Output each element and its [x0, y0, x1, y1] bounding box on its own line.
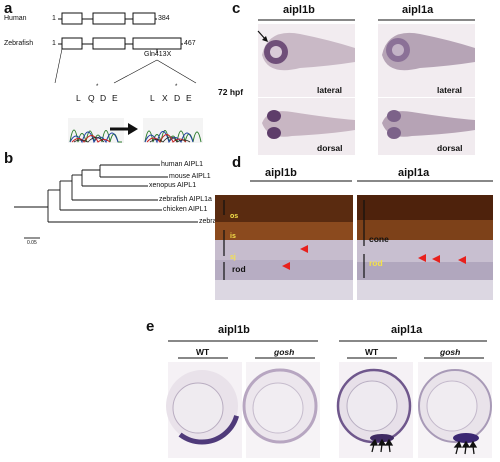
gosh-label-1: gosh: [274, 347, 295, 357]
arrow-up-icon: [384, 438, 394, 446]
panel-d-gene2-title: aipl1a: [398, 167, 430, 179]
wt-sequence-1: L: [76, 93, 81, 103]
view-dorsal-1: dorsal: [317, 143, 343, 153]
layer-rod-right: rod: [369, 258, 383, 268]
arrow-up-icon: [468, 440, 478, 448]
wt-sequence-2: Q: [88, 93, 95, 103]
arrow-up-icon: [461, 440, 471, 448]
mutation-arrow-icon: [128, 123, 138, 135]
panel-b-letter: b: [4, 150, 14, 167]
marker-arrow-icon: [300, 245, 308, 253]
arrow-up-icon: [369, 438, 378, 446]
zebrafish-fkbp-domain: [61, 37, 83, 50]
scale-bar-label: 0.05: [27, 240, 37, 246]
mut-sequence-1: L: [150, 93, 155, 103]
mut-sequence-2: X: [162, 93, 168, 103]
taxon-zebrafish-a: zebrafish AIPL1a: [159, 196, 212, 203]
view-lateral-1: lateral: [317, 85, 343, 95]
layer-rod-left: rod: [232, 264, 246, 274]
marker-arrow-icon: [282, 262, 290, 270]
layer-is: is: [230, 233, 236, 240]
panel-c-letter: c: [232, 0, 241, 17]
taxon-chicken: chicken AIPL1: [163, 206, 208, 213]
arrow-up-icon: [377, 438, 387, 446]
stage-label: 72 hpf: [218, 87, 244, 97]
zebrafish-start-number: 1: [52, 40, 56, 47]
human-fkbp-domain: [61, 12, 83, 25]
taxon-xenopus: xenopus AIPL1: [149, 182, 197, 189]
zebrafish-end-number: 467: [184, 40, 196, 47]
zebrafish-species-label: Zebrafish: [4, 40, 34, 47]
human-start-number: 1: [52, 15, 56, 22]
wt-sequence-4: E: [112, 93, 118, 103]
human-end-number: 384: [158, 15, 170, 22]
wt-sequence-3: D: [100, 93, 107, 103]
expression-arrow-icon: [262, 36, 268, 42]
panel-e-gene1-title: aipl1b: [218, 324, 250, 336]
human-prd-domain: [132, 12, 156, 25]
svg-text:*: *: [96, 84, 99, 90]
mut-sequence-3: D: [174, 93, 181, 103]
arrow-up-icon: [453, 440, 462, 448]
taxon-mouse: mouse AIPL1: [169, 173, 211, 180]
svg-text:*: *: [175, 84, 178, 90]
human-tpr-domain: [92, 12, 126, 25]
panel-e-letter: e: [146, 318, 155, 335]
marker-arrow-icon: [432, 255, 440, 263]
view-dorsal-2: dorsal: [437, 143, 463, 153]
zebrafish-tpr-domain: [92, 37, 126, 50]
panel-a-letter: a: [4, 0, 13, 17]
human-species-label: Human: [4, 15, 27, 22]
marker-arrow-icon: [418, 254, 426, 262]
layer-sj: sj: [230, 254, 236, 261]
taxon-human: human AIPL1: [161, 161, 204, 168]
gosh-label-2: gosh: [440, 347, 461, 357]
panel-c-gene2-title: aipl1a: [402, 4, 434, 16]
panel-d-letter: d: [232, 154, 242, 171]
panel-e-gene2-title: aipl1a: [391, 324, 423, 336]
panel-d-gene1-title: aipl1b: [265, 167, 297, 179]
panel-c-gene1-title: aipl1b: [283, 4, 315, 16]
marker-arrow-icon: [458, 256, 466, 264]
wt-label-2: WT: [365, 347, 379, 357]
wt-label-1: WT: [196, 347, 210, 357]
layer-os: os: [230, 213, 239, 220]
view-lateral-2: lateral: [437, 85, 463, 95]
mutation-label: Gln413X: [144, 51, 172, 58]
mut-sequence-4: E: [186, 93, 192, 103]
layer-cone: cone: [369, 234, 389, 244]
